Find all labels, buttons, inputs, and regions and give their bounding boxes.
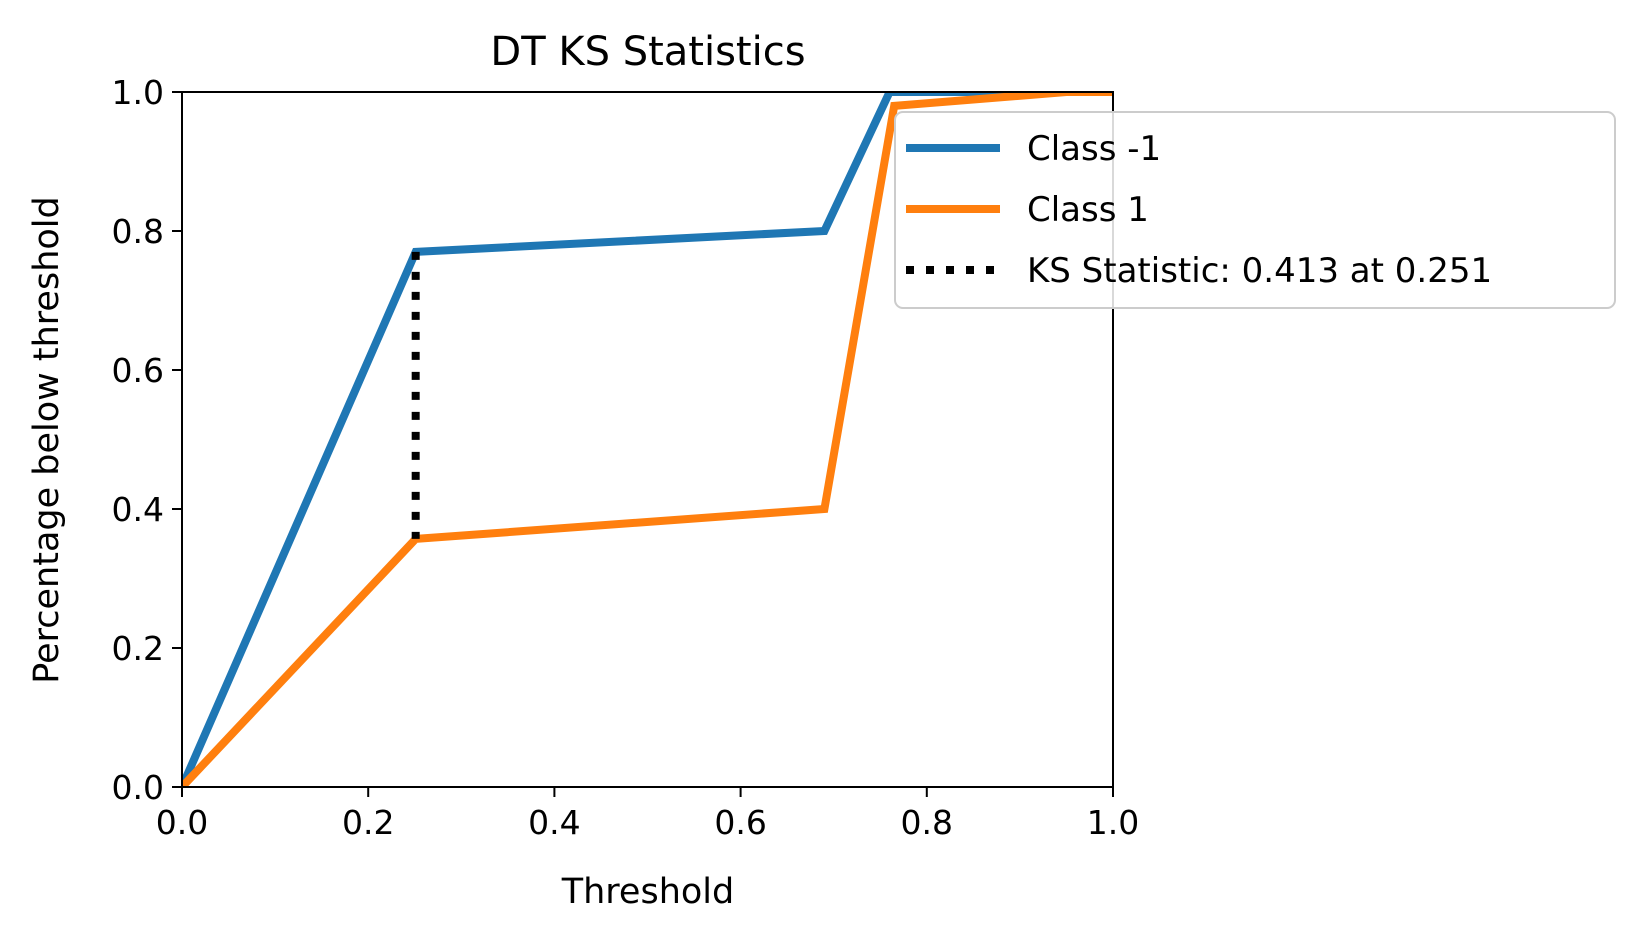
x-axis: 0.0 0.2 0.4 0.6 0.8 1.0 [156,787,1139,842]
y-tick-label: 1.0 [112,73,164,112]
y-axis-label: Percentage below threshold [27,196,67,684]
y-axis: 0.0 0.2 0.4 0.6 0.8 1.0 [112,73,182,807]
y-tick-label: 0.4 [112,490,164,529]
x-tick-label: 1.0 [1087,803,1139,842]
y-tick-label: 0.6 [112,351,164,390]
y-tick-label: 0.8 [112,212,164,251]
y-tick-label: 0.2 [112,629,164,668]
legend: Class -1 Class 1 KS Statistic: 0.413 at … [894,111,1616,309]
x-tick-label: 0.0 [156,803,208,842]
legend-label-class-neg1: Class -1 [1027,129,1161,169]
x-axis-label: Threshold [561,872,735,912]
x-tick-label: 0.6 [714,803,766,842]
series-line-0 [182,92,1113,787]
legend-label-class-1: Class 1 [1027,190,1149,230]
legend-frame [894,111,1616,309]
y-tick-label: 0.0 [112,768,164,807]
series-line-1 [182,92,1113,787]
chart-title: DT KS Statistics [490,29,805,75]
plot-area [182,92,1113,787]
x-tick-label: 0.2 [342,803,394,842]
axes-frame [181,91,1114,788]
x-tick-label: 0.4 [528,803,580,842]
x-tick-label: 0.8 [901,803,953,842]
series-layer [182,92,1113,787]
legend-label-ks-statistic: KS Statistic: 0.413 at 0.251 [1027,251,1492,291]
